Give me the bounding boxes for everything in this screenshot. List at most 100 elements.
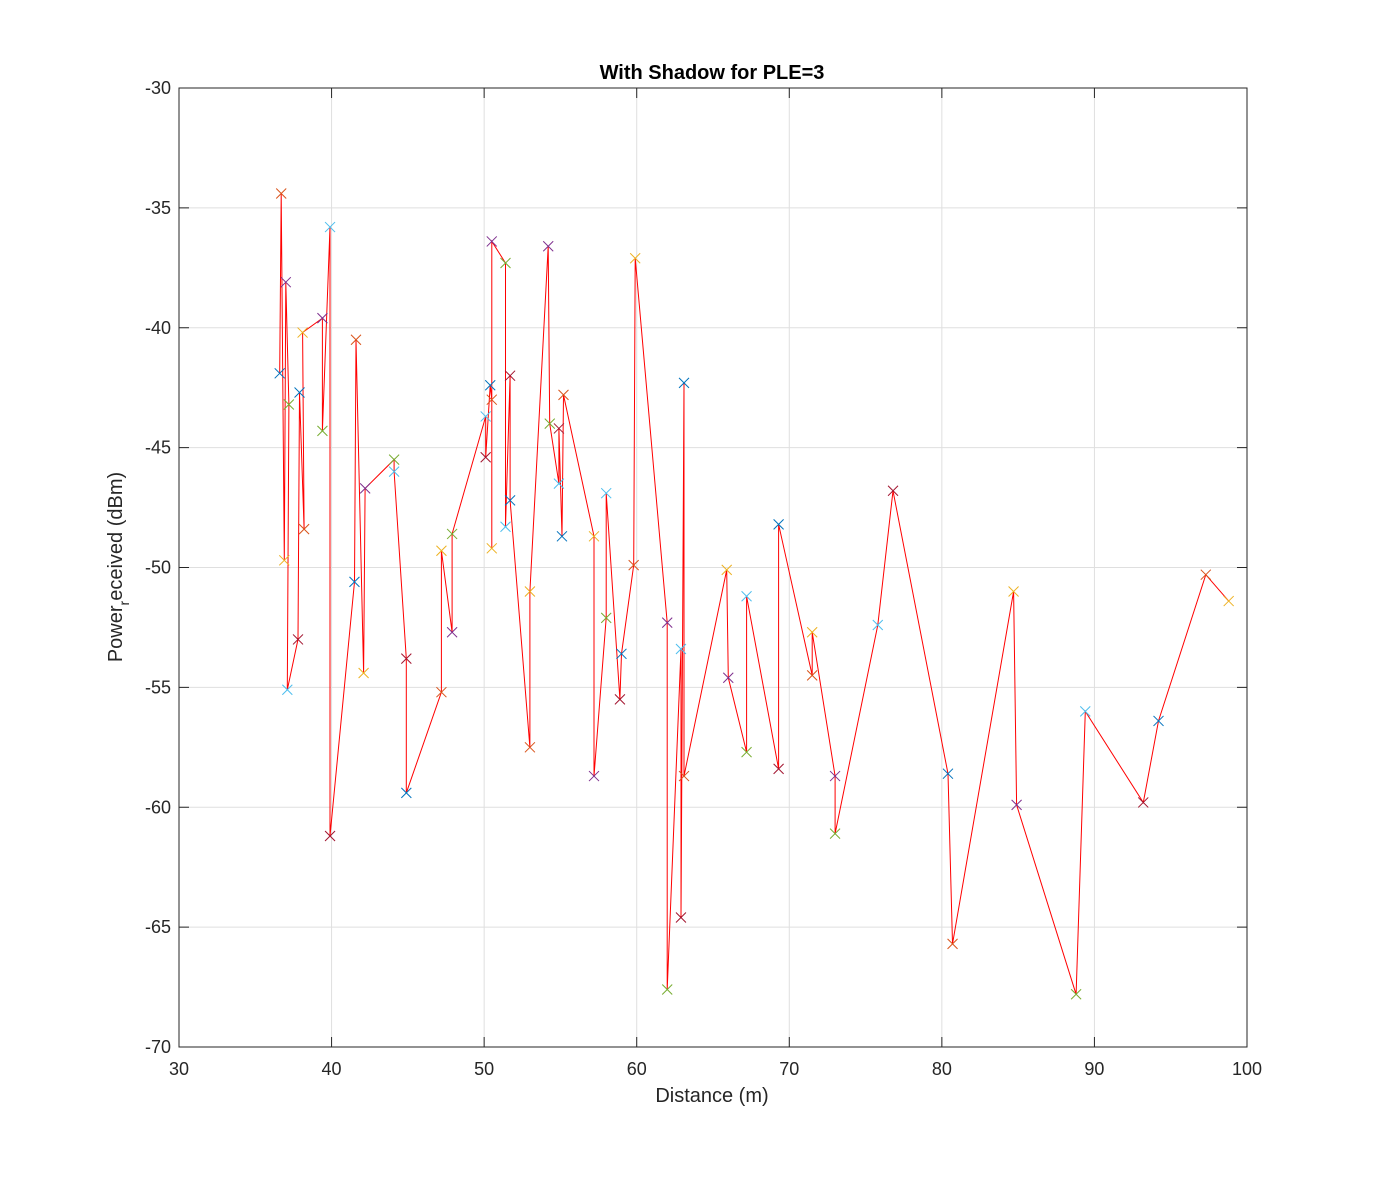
data-point-marker bbox=[542, 240, 554, 252]
data-point-marker bbox=[500, 257, 511, 269]
marker-stroke bbox=[628, 559, 640, 571]
data-point-marker bbox=[629, 252, 641, 264]
data-point-marker bbox=[773, 763, 784, 775]
y-tick-label: -35 bbox=[145, 198, 171, 218]
data-point-marker bbox=[317, 425, 328, 437]
marker-stroke bbox=[500, 521, 511, 533]
marker-stroke bbox=[359, 483, 371, 494]
marker-stroke bbox=[806, 626, 818, 638]
data-point-marker bbox=[297, 327, 308, 338]
marker-stroke bbox=[544, 418, 556, 430]
data-point-marker bbox=[741, 590, 752, 602]
grid bbox=[178, 87, 1248, 1048]
data-point-marker bbox=[400, 787, 412, 799]
marker-stroke bbox=[678, 377, 690, 389]
data-point-marker bbox=[661, 984, 673, 995]
marker-stroke bbox=[829, 770, 841, 782]
marker-stroke bbox=[292, 634, 304, 645]
marker-stroke bbox=[350, 334, 362, 346]
marker-stroke bbox=[661, 617, 673, 628]
marker-stroke bbox=[678, 770, 690, 782]
y-axis-label-rest: eceived (dBm) bbox=[105, 472, 127, 601]
marker-stroke bbox=[388, 466, 400, 477]
marker-stroke bbox=[942, 768, 954, 780]
chart-title: With Shadow for PLE=3 bbox=[600, 62, 825, 84]
marker-stroke bbox=[1011, 799, 1022, 811]
y-axis-label-subscript: r bbox=[116, 600, 132, 605]
marker-stroke bbox=[358, 667, 369, 679]
marker-stroke bbox=[324, 221, 336, 233]
data-point-marker bbox=[829, 770, 841, 782]
marker-stroke bbox=[600, 487, 612, 499]
marker-stroke bbox=[317, 425, 328, 437]
x-tick-label: 90 bbox=[1084, 1059, 1104, 1079]
marker-stroke bbox=[388, 454, 400, 465]
data-point-marker bbox=[358, 667, 369, 679]
marker-stroke bbox=[294, 387, 305, 398]
data-point-marker bbox=[317, 312, 328, 324]
marker-stroke bbox=[317, 312, 328, 324]
marker-stroke bbox=[324, 830, 336, 842]
data-point-marker bbox=[675, 912, 687, 923]
marker-stroke bbox=[722, 672, 734, 684]
series-line bbox=[279, 193, 1230, 995]
data-point-marker bbox=[278, 554, 290, 566]
marker-stroke bbox=[773, 518, 784, 530]
data-point-marker bbox=[661, 617, 673, 628]
marker-stroke bbox=[542, 240, 554, 252]
data-point-marker bbox=[486, 394, 498, 406]
data-point-marker bbox=[524, 741, 536, 753]
data-point-marker bbox=[721, 564, 733, 576]
data-point-marker bbox=[446, 626, 458, 638]
marker-stroke bbox=[553, 478, 565, 489]
data-point-marker bbox=[504, 495, 516, 506]
data-point-marker bbox=[947, 938, 958, 950]
marker-stroke bbox=[484, 379, 496, 391]
marker-stroke bbox=[1079, 705, 1091, 717]
marker-stroke bbox=[773, 763, 784, 775]
marker-stroke bbox=[446, 528, 458, 540]
marker-stroke bbox=[524, 741, 536, 753]
data-point-marker bbox=[1153, 715, 1164, 727]
data-point-marker bbox=[500, 521, 511, 533]
x-tick-label: 70 bbox=[779, 1059, 799, 1079]
marker-stroke bbox=[558, 389, 569, 401]
data-point-marker bbox=[486, 542, 498, 554]
marker-stroke bbox=[588, 530, 600, 542]
x-tick-label: 60 bbox=[627, 1059, 647, 1079]
x-tick-label: 40 bbox=[322, 1059, 342, 1079]
marker-stroke bbox=[588, 770, 600, 782]
data-point-marker bbox=[359, 483, 371, 494]
data-point-marker bbox=[678, 377, 690, 389]
data-point-marker bbox=[678, 770, 690, 782]
data-point-marker bbox=[349, 576, 360, 588]
marker-stroke bbox=[661, 984, 673, 995]
x-tick-label: 50 bbox=[474, 1059, 494, 1079]
marker-stroke bbox=[629, 252, 641, 264]
marker-stroke bbox=[947, 938, 958, 950]
x-tick-label: 30 bbox=[169, 1059, 189, 1079]
data-point-marker bbox=[741, 746, 752, 758]
data-point-marker bbox=[324, 830, 336, 842]
marker-stroke bbox=[614, 694, 626, 705]
data-point-marker bbox=[1079, 705, 1091, 717]
data-point-marker bbox=[400, 653, 412, 664]
marker-stroke bbox=[556, 530, 568, 542]
y-tick-label: -60 bbox=[145, 797, 171, 817]
data-point-marker bbox=[1070, 988, 1082, 1000]
marker-stroke bbox=[872, 619, 884, 631]
data-point-marker bbox=[556, 530, 568, 542]
y-tick-label: -70 bbox=[145, 1037, 171, 1057]
data-point-marker bbox=[292, 634, 304, 645]
data-point-marker bbox=[806, 670, 818, 681]
data-point-marker bbox=[294, 387, 305, 398]
data-point-marker bbox=[588, 770, 600, 782]
marker-stroke bbox=[297, 327, 308, 338]
data-point-marker bbox=[628, 559, 640, 571]
marker-stroke bbox=[486, 394, 498, 406]
data-point-marker bbox=[484, 379, 496, 391]
marker-stroke bbox=[400, 653, 412, 664]
marker-stroke bbox=[1137, 797, 1149, 808]
x-tick-label: 100 bbox=[1232, 1059, 1262, 1079]
